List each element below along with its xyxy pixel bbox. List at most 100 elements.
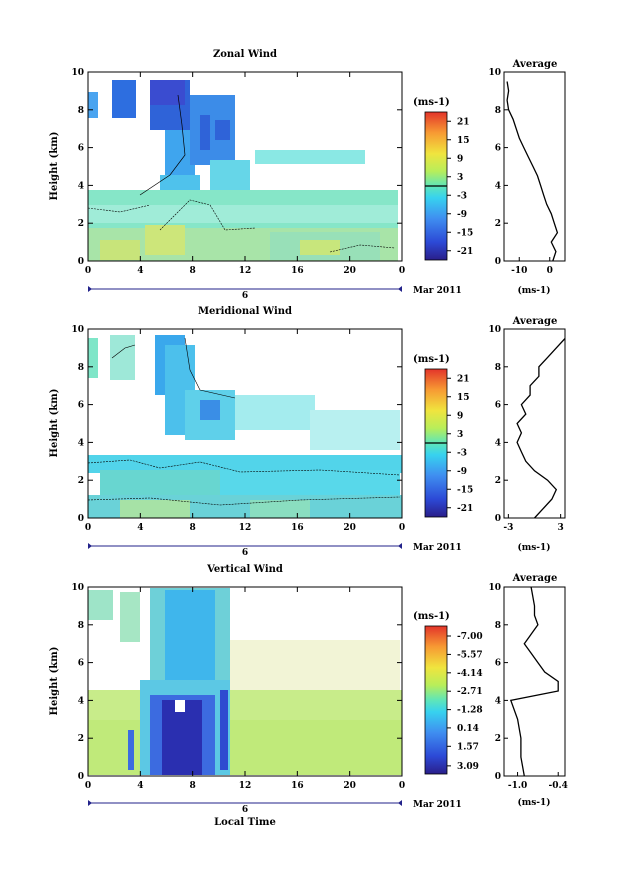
colorbar-tick-label: -7.00: [457, 632, 483, 642]
avg-x-tick-label: 0: [547, 266, 553, 276]
colorbar-tick-label: 0.14: [457, 724, 479, 734]
avg-y-tick-label: 8: [495, 363, 501, 373]
colorbar-tick-label: 9: [457, 154, 463, 164]
contour-zero: [87, 337, 401, 506]
x-tick-label: 8: [190, 523, 196, 533]
y-tick-label: 2: [78, 476, 84, 486]
average-title: Average: [512, 316, 558, 327]
colorbar-tick-label: 3.09: [457, 762, 479, 772]
colorbar-tick-label: -9: [457, 210, 467, 220]
y-tick-label: 2: [78, 734, 84, 744]
y-axis-label: Height (km): [49, 389, 60, 458]
x-tick-label: 12: [239, 266, 252, 276]
x-tick-label: 8: [190, 266, 196, 276]
colorbar-unit: (ms-1): [413, 97, 450, 108]
colorbar-tick-label: -3: [457, 191, 467, 201]
x-tick-label: 20: [343, 523, 356, 533]
average-x-tick-labels: -1.0 -0.4: [508, 772, 568, 791]
x-tick-label: 4: [137, 781, 143, 791]
x-tick-label: 0: [399, 266, 405, 276]
heatmap-field: [88, 80, 398, 261]
x-tick-label: 8: [190, 781, 196, 791]
y-tick-label: 4: [78, 438, 84, 448]
heatmap-field: [88, 335, 402, 518]
avg-y-tick-label: 10: [488, 325, 501, 335]
colorbar-tick-label: -21: [457, 504, 473, 514]
x-tick-label: 0: [85, 781, 91, 791]
y-tick-labels: 0 2 4 6 8 10: [71, 325, 402, 524]
colorbar-tick-label: 3: [457, 430, 463, 440]
month-label: Mar 2011: [413, 800, 462, 810]
x-tick-label: 0: [399, 781, 405, 791]
y-tick-label: 10: [71, 68, 84, 78]
x-tick-label: 12: [239, 523, 252, 533]
month-label: Mar 2011: [413, 543, 462, 553]
avg-x-tick-label: -3: [503, 523, 513, 533]
x-tick-label: 4: [137, 523, 143, 533]
colorbar-tick-label: -9: [457, 467, 467, 477]
x-tick-label: 0: [85, 266, 91, 276]
avg-y-tick-label: 6: [495, 144, 501, 154]
x-tick-label: 4: [137, 266, 143, 276]
average-x-tick-labels: -10 0: [511, 257, 553, 276]
y-tick-label: 6: [78, 659, 84, 669]
avg-x-tick-label: 3: [558, 523, 564, 533]
colorbar-tick-labels: 3.09 1.57 0.14 -1.28 -2.71 -4.14 -5.57 -7.00: [447, 632, 483, 772]
y-tick-label: 0: [78, 772, 84, 782]
average-y-tick-labels: 0 2 4 6 8 10: [488, 583, 508, 782]
average-profile-line: [509, 586, 559, 777]
contour-zero: [87, 94, 396, 253]
y-tick-label: 8: [78, 363, 84, 373]
y-tick-label: 8: [78, 106, 84, 116]
avg-y-tick-label: 2: [495, 476, 501, 486]
x-tick-label: 0: [85, 523, 91, 533]
y-tick-label: 6: [78, 144, 84, 154]
panel-title: Zonal Wind: [213, 49, 277, 60]
x-tick-label: 16: [291, 266, 304, 276]
colorbar-tick-label: 21: [457, 117, 470, 127]
y-tick-label: 4: [78, 696, 84, 706]
month-label: Mar 2011: [413, 286, 462, 296]
panel-title: Vertical Wind: [206, 564, 283, 575]
colorbar-tick-label: -4.14: [457, 669, 483, 679]
colorbar-tick-label: -3: [457, 448, 467, 458]
panel-zonal: Zonal Wind Height: [49, 49, 566, 301]
avg-y-tick-label: 4: [495, 438, 501, 448]
average-profile-line: [516, 338, 566, 519]
date-axis: 6 Mar 2011: [88, 800, 462, 815]
colorbar-tick-label: 15: [457, 393, 470, 403]
average-x-tick-labels: -3 3: [503, 514, 564, 533]
x-tick-label: 16: [291, 523, 304, 533]
colorbar-tick-label: -1.28: [457, 706, 483, 716]
y-axis-label: Height (km): [49, 132, 60, 201]
y-tick-label: 2: [78, 219, 84, 229]
avg-y-tick-label: 2: [495, 219, 501, 229]
x-tick-label: 16: [291, 781, 304, 791]
x-tick-label: 0: [399, 523, 405, 533]
avg-y-tick-label: 8: [495, 621, 501, 631]
avg-y-tick-label: 0: [495, 772, 501, 782]
y-tick-label: 10: [71, 325, 84, 335]
avg-y-tick-label: 10: [488, 583, 501, 593]
date-tick-label: 6: [242, 291, 248, 301]
date-tick-label: 6: [242, 805, 248, 815]
colorbar-tick-labels: 21 15 9 3 -3 -9 -15 -21: [447, 117, 473, 257]
date-tick-label: 6: [242, 548, 248, 558]
colorbar-tick-label: 9: [457, 411, 463, 421]
colorbar-tick-label: -2.71: [457, 687, 483, 697]
y-tick-label: 0: [78, 514, 84, 524]
average-frame: [503, 586, 566, 777]
colorbar-tick-label: -5.57: [457, 650, 483, 660]
colorbar-unit: (ms-1): [413, 354, 450, 365]
x-tick-labels: 0 4 8 12 16 20 0: [85, 329, 405, 533]
average-profile-line: [506, 81, 559, 262]
average-y-tick-labels: 0 2 4 6 8 10: [488, 68, 508, 267]
x-tick-label: 20: [343, 266, 356, 276]
colorbar-tick-label: 21: [457, 374, 470, 384]
date-axis: 6 Mar 2011: [88, 543, 462, 558]
colorbar-tick-label: -15: [457, 228, 473, 238]
avg-x-tick-label: -0.4: [549, 781, 568, 791]
panel-title: Meridional Wind: [198, 306, 292, 317]
colorbar-tick-label: -15: [457, 485, 473, 495]
